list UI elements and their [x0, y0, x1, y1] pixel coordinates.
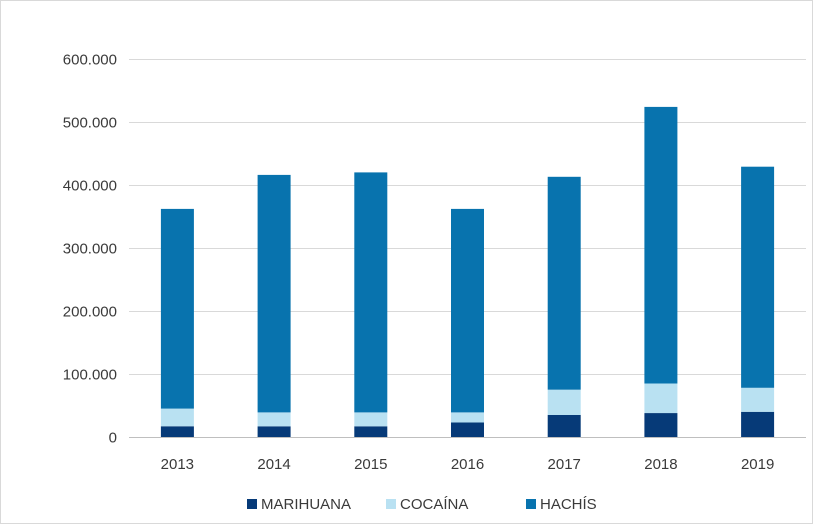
- bar-segment-hachs-2013: [160, 208, 194, 409]
- bar-segment-hachs-2014: [257, 174, 291, 413]
- bar-segment-hachs-2015: [354, 172, 388, 413]
- legend-swatch: [247, 499, 257, 509]
- x-tick-label: 2013: [161, 456, 194, 473]
- bar-segment-cocana-2018: [644, 383, 678, 413]
- bar-segment-hachs-2016: [451, 208, 484, 413]
- y-tick-label: 600.000: [63, 52, 117, 69]
- x-tick-label: 2016: [451, 456, 484, 473]
- bar-segment-hachs-2018: [644, 106, 678, 384]
- legend-label: COCAÍNA: [400, 496, 468, 513]
- x-tick-label: 2015: [354, 456, 387, 473]
- bar-segment-cocana-2013: [160, 408, 194, 427]
- bar-segment-cocana-2016: [451, 412, 484, 423]
- legend: MARIHUANA COCAÍNA HACHÍS: [247, 496, 597, 513]
- bar-segment-cocana-2015: [354, 412, 388, 427]
- bar-segment-cocana-2014: [257, 412, 291, 427]
- x-tick-label: 2014: [257, 456, 290, 473]
- legend-swatch: [386, 499, 396, 509]
- bars: [160, 106, 775, 437]
- bar-segment-hachs-2019: [741, 166, 775, 388]
- bar-segment-marihuana-2018: [644, 413, 678, 437]
- x-axis-ticks: 2013 2014 2015 2016 2017 2018 2019: [161, 456, 775, 473]
- legend-swatch: [526, 499, 536, 509]
- bar-segment-marihuana-2019: [741, 411, 775, 437]
- y-tick-label: 400.000: [63, 178, 117, 195]
- bar-segment-marihuana-2014: [257, 426, 291, 437]
- y-tick-label: 500.000: [63, 115, 117, 132]
- bar-segment-hachs-2017: [547, 176, 581, 390]
- x-tick-label: 2019: [741, 456, 774, 473]
- legend-label: HACHÍS: [540, 496, 597, 513]
- bar-segment-cocana-2019: [741, 387, 775, 412]
- x-tick-label: 2018: [644, 456, 677, 473]
- y-tick-label: 100.000: [63, 367, 117, 384]
- bar-segment-marihuana-2017: [547, 414, 581, 437]
- bar-segment-marihuana-2015: [354, 426, 388, 437]
- legend-label: MARIHUANA: [261, 496, 351, 513]
- y-tick-label: 0: [109, 430, 117, 447]
- bar-segment-marihuana-2013: [160, 426, 194, 437]
- y-tick-label: 300.000: [63, 241, 117, 258]
- x-tick-label: 2017: [548, 456, 581, 473]
- y-tick-label: 200.000: [63, 304, 117, 321]
- bar-segment-marihuana-2016: [451, 422, 484, 437]
- y-axis-ticks: 0 100.000 200.000 300.000 400.000 500.000 600.…: [63, 52, 117, 447]
- bar-segment-cocana-2017: [547, 389, 581, 415]
